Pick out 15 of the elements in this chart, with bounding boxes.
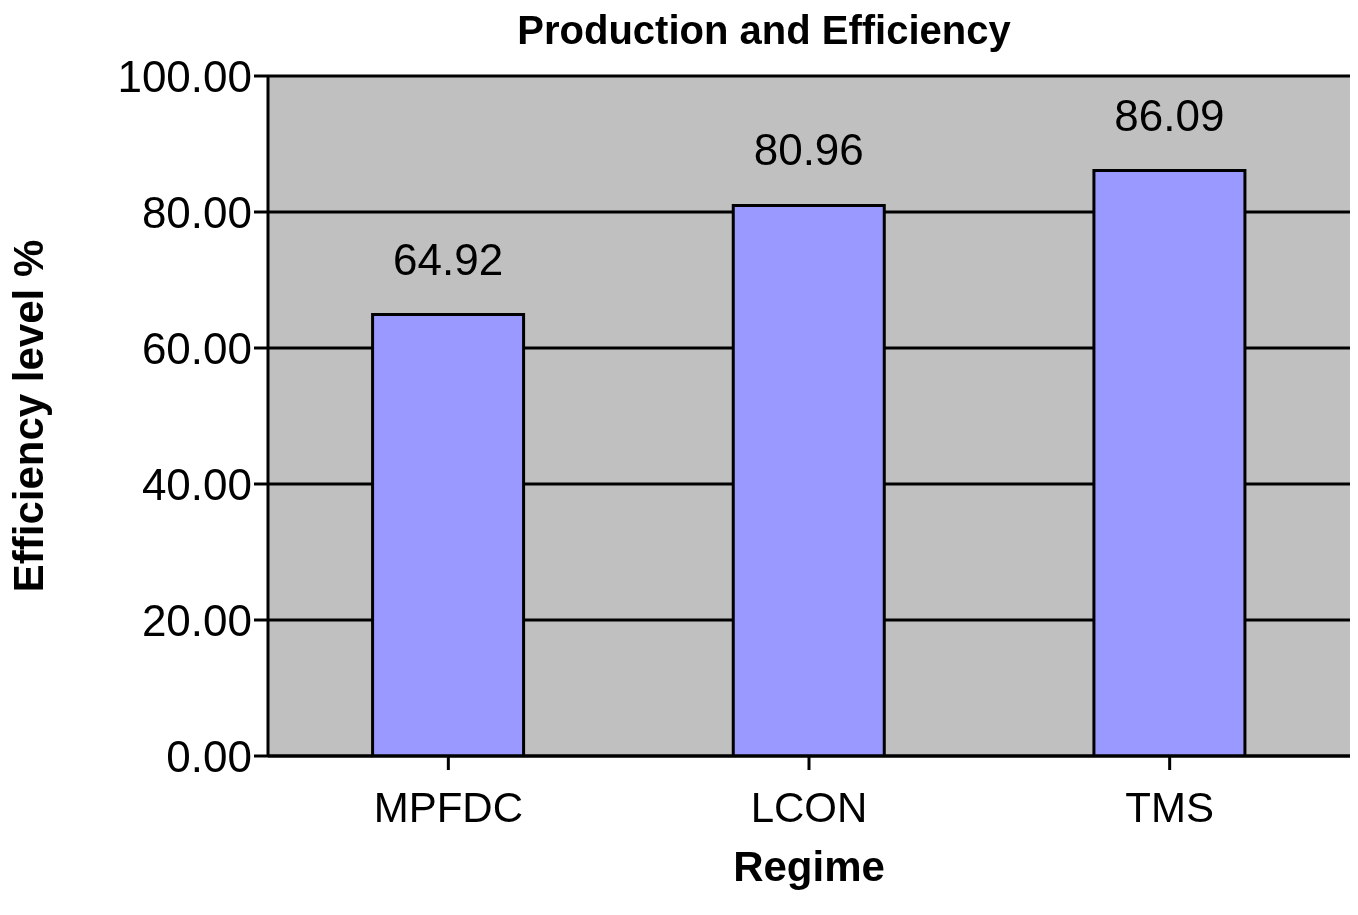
x-tick-label: TMS bbox=[1125, 783, 1214, 831]
x-tick-label: MPFDC bbox=[373, 783, 523, 831]
y-tick-label: 80.00 bbox=[141, 187, 252, 237]
y-tick-label: 0.00 bbox=[166, 731, 252, 781]
y-tick-label: 100.00 bbox=[117, 51, 252, 101]
x-axis-title: Regime bbox=[733, 843, 885, 890]
chart-title: Production and Efficiency bbox=[517, 8, 1011, 52]
y-tick-label: 40.00 bbox=[141, 459, 252, 509]
x-tick-label: LCON bbox=[750, 783, 868, 831]
y-tick-label: 20.00 bbox=[141, 595, 252, 645]
data-label: 64.92 bbox=[393, 234, 504, 284]
data-label: 86.09 bbox=[1114, 90, 1225, 140]
data-label: 80.96 bbox=[753, 125, 864, 175]
y-tick-label: 60.00 bbox=[141, 323, 252, 373]
y-axis-title: Efficiency level % bbox=[4, 239, 52, 593]
